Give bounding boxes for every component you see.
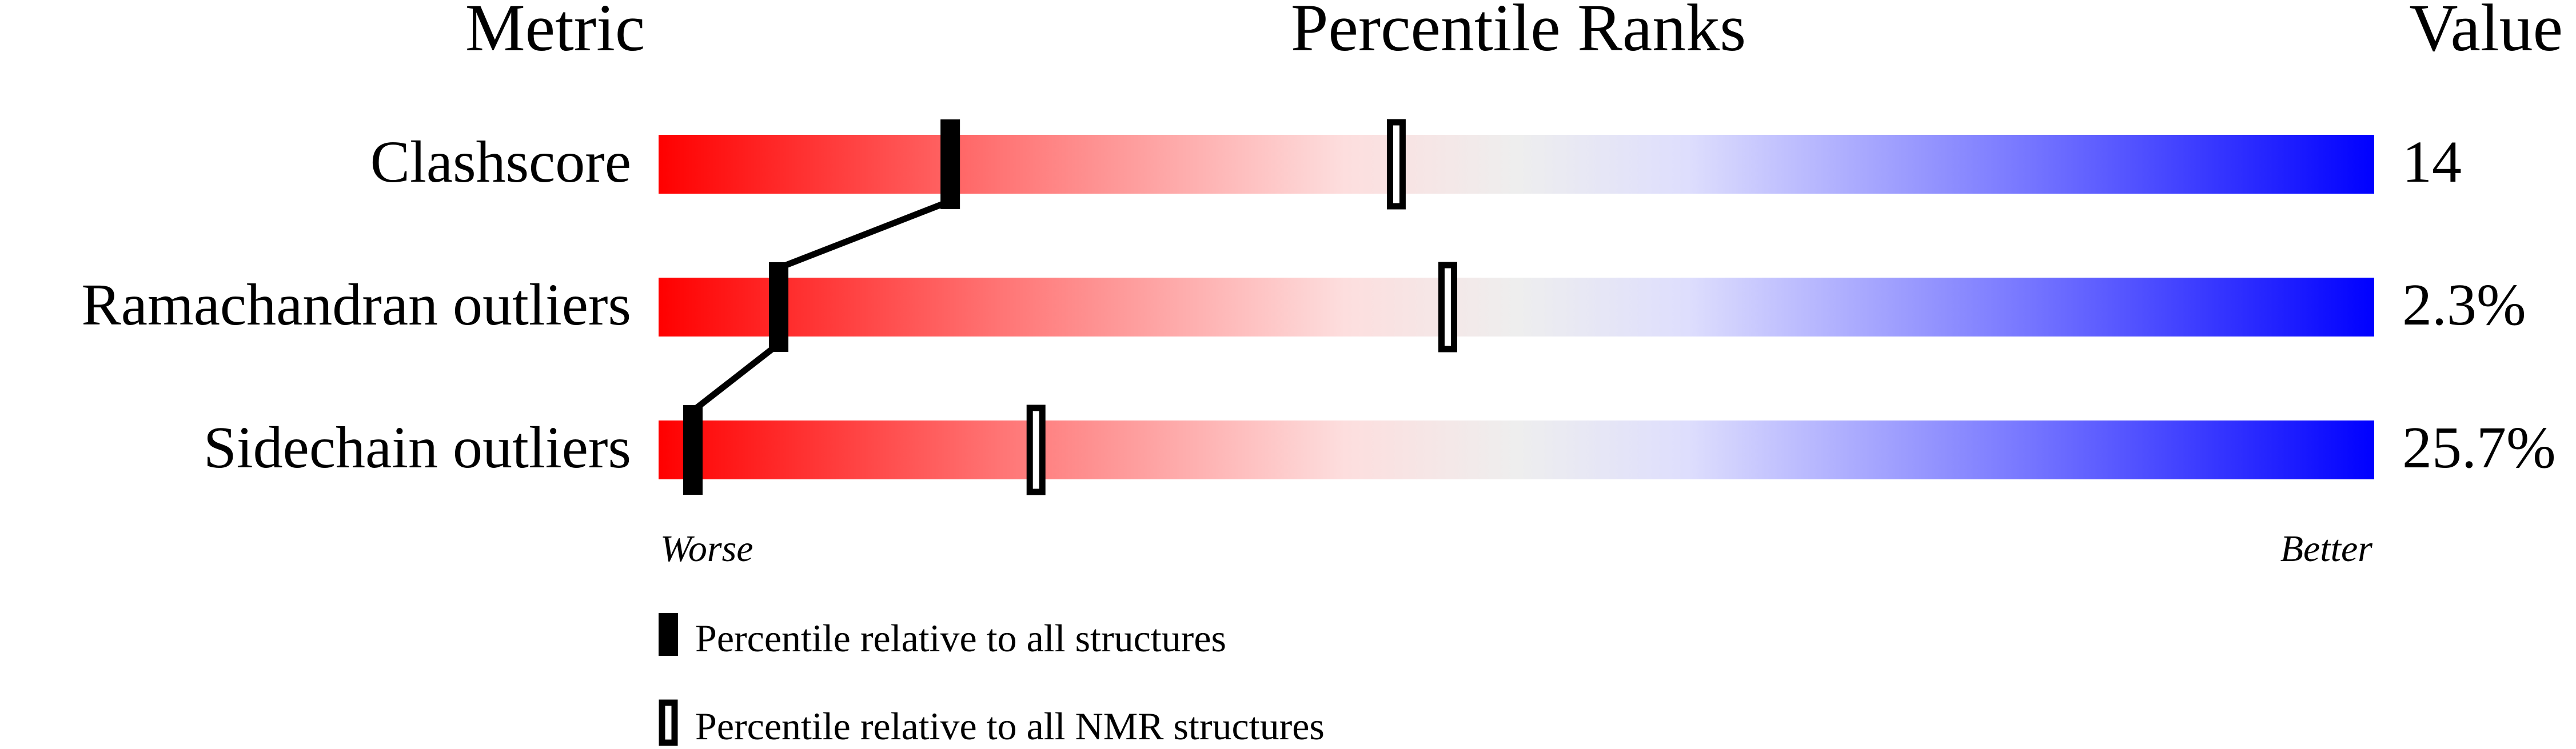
metric-label: Sidechain outliers [204,415,631,480]
legend-nmr-label: Percentile relative to all NMR structure… [695,704,1325,748]
marker-nmr-percentile [1438,262,1457,353]
axis-worse-label: Worse [660,528,753,570]
metric-value: 14 [2402,129,2462,195]
marker-all-percentile [769,262,789,352]
marker-nmr-percentile [1026,404,1046,495]
marker-all-percentile [940,119,960,209]
metric-value: 25.7% [2402,415,2556,480]
header-metric: Metric [465,0,645,65]
axis-better-label: Better [2280,528,2373,570]
legend-nmr-swatch [659,699,678,746]
connector-line [691,341,781,414]
header-percentile-ranks: Percentile Ranks [1291,0,1746,65]
marker-all-percentile [683,405,703,495]
percentile-bar [659,135,2374,194]
rows: Clashscore 14 Ramachandran outliers 2.3% Sid… [81,119,2556,495]
legend-all-swatch [659,613,678,656]
header-value: Value [2409,0,2563,65]
percentile-bar [659,278,2374,337]
metric-label: Clashscore [370,129,631,195]
metric-label: Ramachandran outliers [81,272,631,338]
marker-nmr-percentile [1386,119,1406,210]
percentile-bar [659,420,2374,479]
metric-value: 2.3% [2402,272,2526,338]
connector-line [777,198,952,271]
legend-all-label: Percentile relative to all structures [695,616,1226,660]
